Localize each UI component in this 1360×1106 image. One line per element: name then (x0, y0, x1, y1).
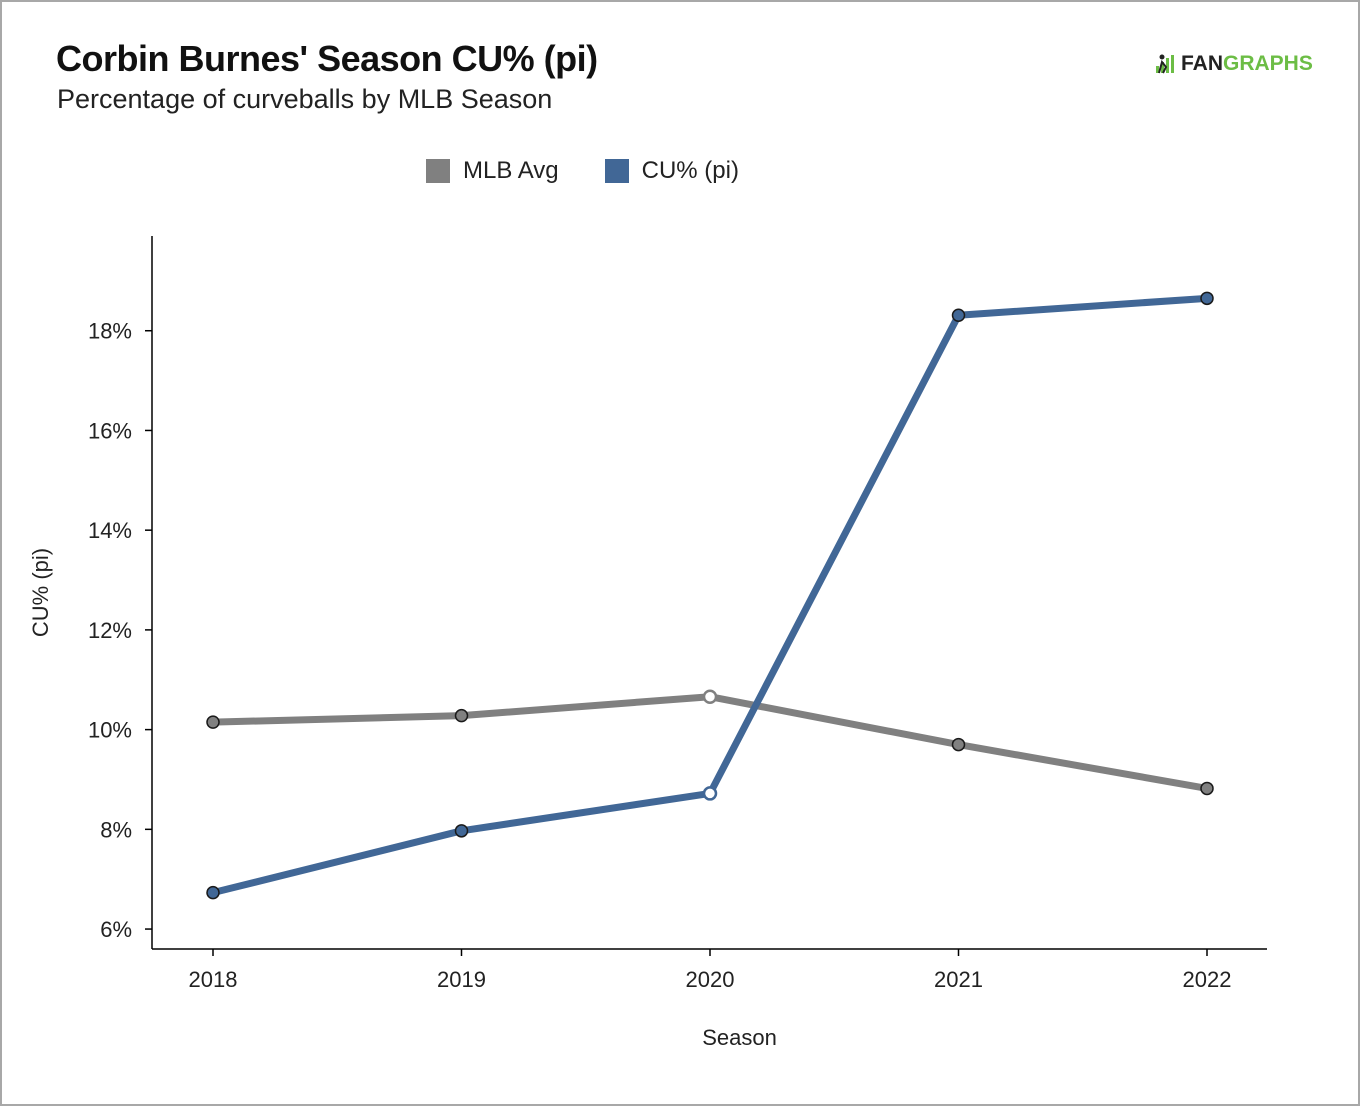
data-point-cu-pct (454, 824, 469, 838)
legend-label-mlb-avg: MLB Avg (463, 157, 559, 184)
y-axis-title: CU% (pi) (28, 548, 53, 637)
series-line-mlb-avg (209, 693, 1211, 792)
chart-legend: MLB Avg CU% (pi) (426, 154, 785, 188)
y-tick-label: 12% (88, 618, 132, 643)
x-tick-label: 2022 (1183, 967, 1232, 992)
data-point-cu-pct (702, 786, 718, 801)
data-point-mlb-avg (206, 715, 220, 729)
y-tick-label: 16% (88, 418, 132, 443)
x-tick-label: 2019 (437, 967, 486, 992)
data-point-cu-pct (951, 308, 966, 323)
data-point-mlb-avg (1200, 781, 1214, 796)
series-line-cu-pct (209, 294, 1211, 897)
legend-label-cu-pct: CU% (pi) (641, 157, 739, 184)
chart-series-lines (209, 294, 1211, 897)
data-point-mlb-avg (702, 689, 718, 704)
y-tick-label: 8% (100, 817, 132, 842)
y-tick-label: 14% (88, 518, 132, 543)
chart-axes (145, 236, 1267, 956)
chart-title: Corbin Burnes' Season CU% (pi) (56, 38, 598, 79)
y-tick-label: 18% (88, 319, 132, 344)
data-point-mlb-avg (454, 708, 469, 723)
chart-subtitle: Percentage of curveballs by MLB Season (57, 84, 553, 114)
logo-text-graphs: GRAPHS (1223, 52, 1313, 75)
y-tick-label: 10% (88, 718, 132, 743)
chart-data-points (206, 291, 1214, 900)
legend-swatch-mlb-avg (426, 159, 450, 183)
chart-tick-labels: 6% 8% 10% 12% 14% 16% 18% 2018 2019 2020 2021 2022 S… (28, 319, 1231, 1050)
x-tick-label: 2018 (189, 967, 238, 992)
legend-item-cu-pct[interactable]: CU% (pi) (604, 157, 739, 185)
x-tick-label: 2021 (934, 967, 983, 992)
x-tick-label: 2020 (686, 967, 735, 992)
legend-item-mlb-avg[interactable]: MLB Avg (426, 157, 559, 185)
data-point-mlb-avg (951, 737, 966, 752)
x-axis-title: Season (702, 1025, 777, 1050)
fangraphs-logo: FAN GRAPHS (1153, 52, 1313, 76)
fangraphs-logo-icon (1156, 54, 1174, 74)
data-point-cu-pct (1200, 291, 1214, 306)
legend-swatch-cu-pct (604, 159, 629, 183)
y-tick-label: 6% (100, 917, 132, 942)
data-point-cu-pct (206, 885, 220, 900)
logo-text-fan: FAN (1181, 52, 1223, 75)
